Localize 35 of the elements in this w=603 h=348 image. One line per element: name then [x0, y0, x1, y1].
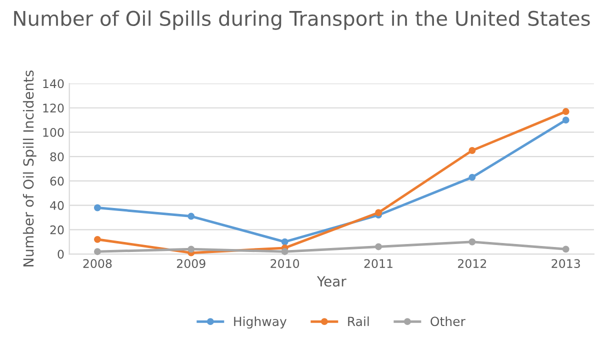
point [468, 174, 476, 181]
legend-label: Rail [348, 316, 369, 326]
point [468, 147, 476, 154]
x-tick-label: 2009 [176, 259, 206, 268]
legend-label: Other [430, 316, 466, 326]
y-tick-label: 20 [50, 225, 64, 234]
y-tick-label: 0 [58, 250, 64, 259]
point [562, 246, 570, 253]
point [94, 248, 101, 256]
point [188, 246, 195, 253]
y-tick-label: 100 [43, 128, 64, 137]
point [562, 116, 570, 124]
point [281, 238, 288, 246]
y-tick-label: 40 [50, 201, 64, 210]
x-tick-label: 2011 [364, 259, 392, 268]
x-tick-label: 2008 [83, 259, 112, 268]
point [94, 204, 101, 212]
y-tick-label: 60 [50, 176, 64, 186]
y-tick-label: 140 [43, 79, 64, 88]
point [562, 108, 570, 116]
x-tick-label: 2012 [458, 259, 486, 268]
point [375, 243, 382, 250]
point [281, 248, 288, 256]
legend-label: Highway [234, 316, 287, 329]
x-tick-label: 2010 [270, 259, 300, 268]
point [188, 212, 195, 220]
chart-title: Number of Oil Spills during Transport in the United States [14, 10, 590, 30]
point [468, 238, 476, 246]
x-tick-label: 2013 [552, 259, 580, 268]
point [375, 209, 382, 216]
y-axis-title: Number of Oil Spill Incidents [22, 70, 36, 266]
x-axis-title: Year [316, 276, 346, 287]
y-tick-label: 80 [50, 152, 64, 162]
point [94, 236, 101, 243]
y-tick-label: 120 [43, 104, 64, 113]
